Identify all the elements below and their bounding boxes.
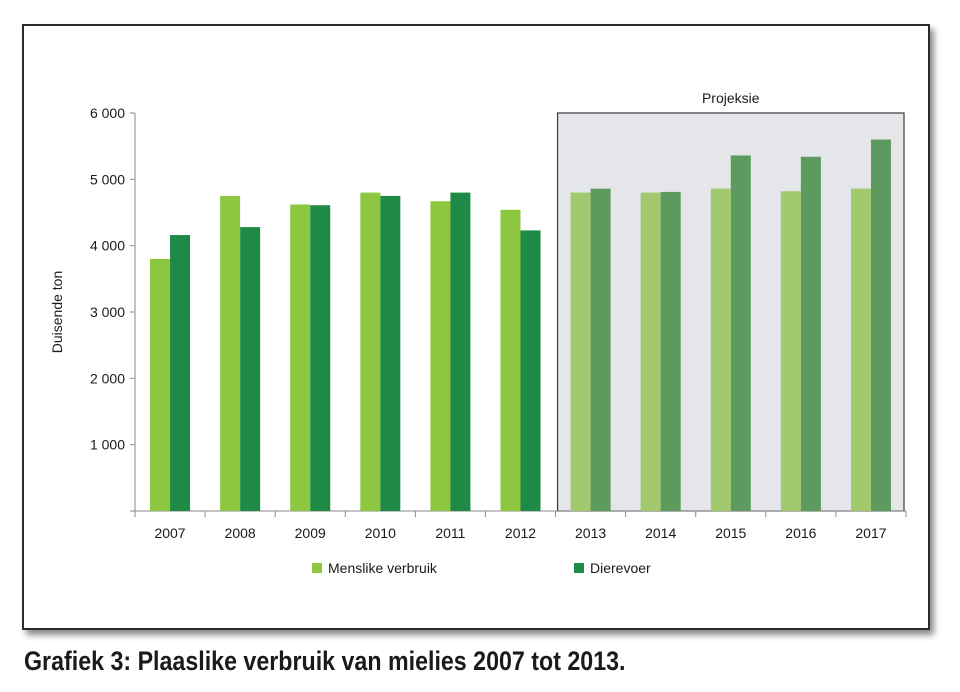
x-tick-label: 2008 [225, 525, 256, 541]
chart-frame: Projeksie 1 000 2 000 3 000 4 000 5 000 6 000 D… [22, 24, 930, 630]
x-tick-label: 2015 [715, 525, 746, 541]
legend-swatch-menslike-verbruik [312, 563, 322, 573]
x-tick-label: 2013 [575, 525, 606, 541]
bar-dierevoer [660, 191, 681, 512]
bar-menslike-verbruik [570, 192, 591, 511]
x-tick-label: 2011 [435, 525, 465, 541]
bar-dierevoer [590, 188, 611, 511]
bar-menslike-verbruik [850, 188, 871, 511]
bar-dierevoer [870, 139, 891, 511]
y-tick-label: 5 000 [90, 171, 125, 187]
bar-dierevoer [380, 195, 401, 511]
bar-dierevoer [730, 155, 751, 511]
y-tick-label: 1 000 [90, 437, 125, 453]
bar-menslike-verbruik [150, 258, 171, 511]
y-axis-title: Duisende ton [49, 271, 65, 354]
bar-menslike-verbruik [710, 188, 731, 511]
bar-menslike-verbruik [640, 192, 661, 511]
bar-menslike-verbruik [780, 191, 801, 512]
x-tick-label: 2012 [505, 525, 536, 541]
bar-dierevoer [170, 235, 191, 511]
bar-menslike-verbruik [220, 195, 241, 511]
bar-dierevoer [800, 156, 821, 511]
figure-caption: Grafiek 3: Plaaslike verbruik van mielie… [24, 646, 626, 676]
bar-dierevoer [240, 227, 261, 512]
y-tick-label: 3 000 [90, 304, 125, 320]
y-tick-label: 4 000 [90, 238, 125, 254]
bar-menslike-verbruik [430, 201, 451, 511]
x-tick-label: 2009 [295, 525, 326, 541]
x-tick-label: 2010 [365, 525, 396, 541]
x-tick-label: 2017 [855, 525, 886, 541]
projection-label: Projeksie [702, 90, 760, 106]
legend-swatch-dierevoer [574, 563, 584, 573]
legend-label-dierevoer: Dierevoer [590, 560, 651, 576]
bar-dierevoer [310, 205, 331, 511]
legend-label-menslike-verbruik: Menslike verbruik [328, 560, 438, 576]
bar-chart: Projeksie 1 000 2 000 3 000 4 000 5 000 6 000 D… [49, 90, 907, 576]
bar-menslike-verbruik [290, 204, 311, 512]
bar-dierevoer [450, 192, 471, 511]
x-tick-label: 2014 [645, 525, 676, 541]
x-tick-label: 2007 [154, 525, 185, 541]
bar-dierevoer [520, 230, 541, 511]
bar-menslike-verbruik [360, 192, 381, 511]
y-tick-label: 6 000 [90, 105, 125, 121]
y-tick-label: 2 000 [90, 370, 125, 386]
x-tick-label: 2016 [785, 525, 816, 541]
bar-menslike-verbruik [500, 209, 521, 511]
